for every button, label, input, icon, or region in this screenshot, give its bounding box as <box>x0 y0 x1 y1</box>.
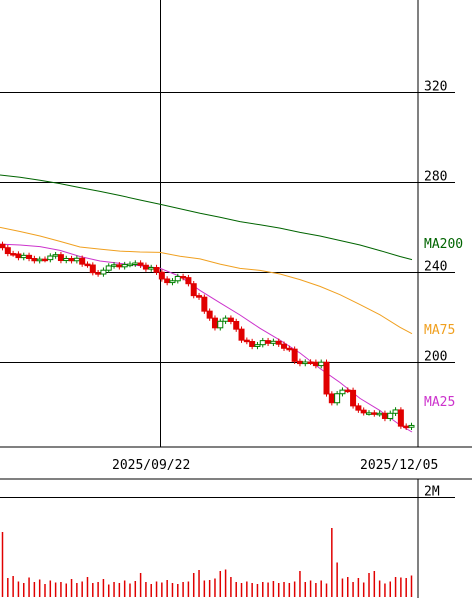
candlestick-layer <box>0 241 415 430</box>
candle-body <box>270 340 277 344</box>
candle-body <box>254 344 261 347</box>
candle-body <box>132 262 139 265</box>
candle-body <box>222 317 229 322</box>
candle-body <box>286 347 293 351</box>
ma-label-ma200: MA200 <box>424 237 463 252</box>
candle-body <box>84 263 91 267</box>
candle-body <box>334 393 341 404</box>
candle-body <box>116 264 123 268</box>
candle-body <box>41 258 48 262</box>
candle-body <box>100 269 107 275</box>
candle-body <box>233 321 240 330</box>
date-tick-label: 2025/09/22 <box>112 458 190 473</box>
candle-body <box>153 267 160 273</box>
candle-body <box>371 412 378 415</box>
candle-body <box>381 412 388 419</box>
candle-body <box>366 412 373 415</box>
candle-body <box>111 264 118 267</box>
ma-label-ma75: MA75 <box>424 323 455 338</box>
candle-body <box>291 348 298 362</box>
candle-body <box>206 310 213 319</box>
ma-label-ma25: MA25 <box>424 395 455 410</box>
candle-body <box>20 254 27 259</box>
candle-body <box>185 277 192 285</box>
ma-line-ma200 <box>0 174 413 261</box>
label-layer: 320 280 240 200 2025/09/22 2025/12/05 2M MA200 M… <box>112 80 463 500</box>
candle-body <box>344 389 351 393</box>
candle-body <box>281 343 288 349</box>
candle-body <box>392 409 399 414</box>
candle-body <box>26 254 33 260</box>
candle-body <box>355 405 362 411</box>
price-tick-label: 280 <box>424 170 447 185</box>
candle-body <box>323 361 330 395</box>
candle-body <box>57 254 64 262</box>
candle-body <box>312 361 319 367</box>
candle-body <box>275 340 282 345</box>
candle-body <box>243 339 250 343</box>
candle-body <box>360 409 367 414</box>
candle-body <box>196 295 203 298</box>
candle-body <box>95 272 102 275</box>
candle-body <box>328 393 335 404</box>
candle-body <box>73 257 80 262</box>
candle-body <box>10 253 17 256</box>
ma-line-ma75 <box>0 226 413 335</box>
candle-body <box>36 258 43 262</box>
candle-body <box>142 264 149 270</box>
candle-body <box>339 389 346 395</box>
candle-body <box>180 276 187 279</box>
candle-body <box>0 243 6 249</box>
candle-body <box>201 296 208 312</box>
candle-body <box>79 257 86 265</box>
candle-body <box>296 360 303 365</box>
candle-body <box>31 258 38 262</box>
candle-body <box>403 425 410 429</box>
candle-body <box>217 320 224 329</box>
candle-body <box>318 361 325 367</box>
candle-body <box>238 328 245 341</box>
candle-body <box>158 271 165 280</box>
candle-body <box>259 340 266 346</box>
volume-layer <box>1 528 413 597</box>
candle-body <box>302 361 309 365</box>
candle-body <box>408 424 415 428</box>
candle-body <box>63 258 70 262</box>
price-tick-label: 200 <box>424 350 447 365</box>
candle-body <box>47 255 54 261</box>
candle-body <box>4 247 11 255</box>
candle-body <box>121 264 128 268</box>
candle-body <box>52 254 59 257</box>
candle-body <box>265 340 272 344</box>
candle-body <box>15 253 22 259</box>
candle-body <box>249 341 256 347</box>
candle-body <box>376 412 383 416</box>
candle-body <box>89 264 96 274</box>
candle-body <box>397 409 404 427</box>
candle-body <box>190 283 197 297</box>
candle-body <box>105 265 112 271</box>
candle-body <box>307 361 314 364</box>
candle-body <box>164 278 171 284</box>
volume-tick-label: 2M <box>424 485 440 500</box>
candle-body <box>350 389 357 407</box>
candle-body <box>211 317 218 329</box>
candle-body <box>169 280 176 284</box>
price-tick-label: 240 <box>424 260 447 275</box>
price-tick-label: 320 <box>424 80 447 95</box>
date-tick-label: 2025/12/05 <box>360 458 438 473</box>
candle-body <box>174 276 181 282</box>
candle-body <box>126 263 133 267</box>
candle-body <box>227 317 234 322</box>
candle-body <box>148 267 155 270</box>
candle-body <box>387 412 394 419</box>
candle-body <box>137 262 144 266</box>
candle-body <box>68 258 75 262</box>
